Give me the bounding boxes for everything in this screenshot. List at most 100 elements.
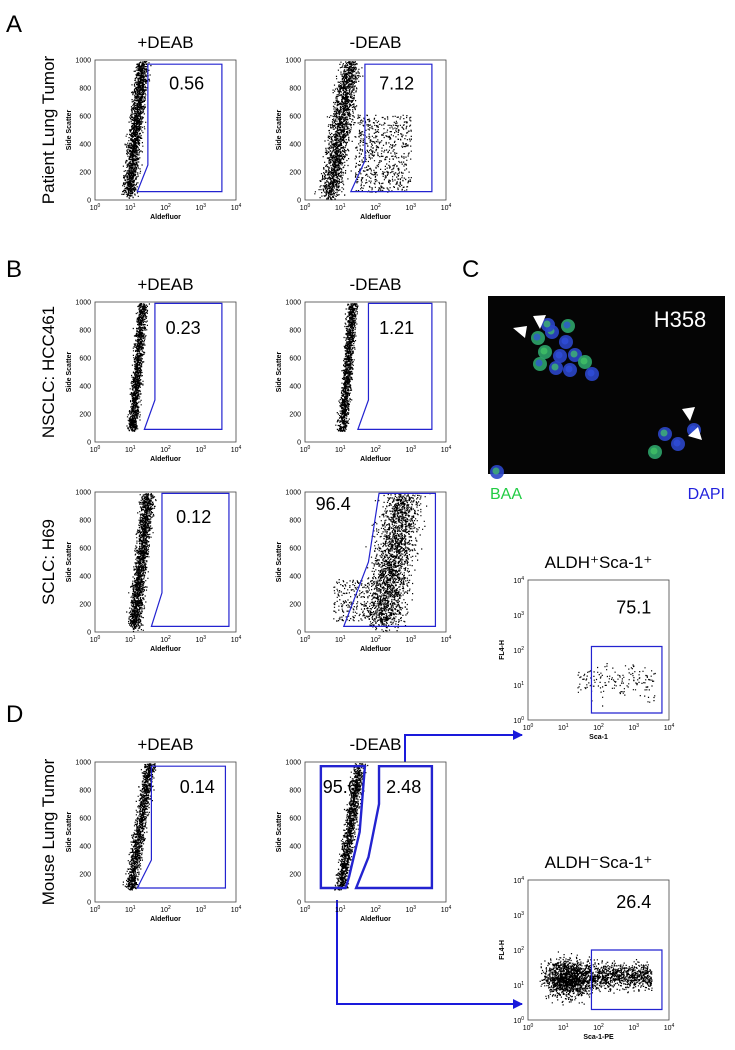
tick-exponent: 4 — [239, 635, 242, 641]
tick-base: 10 — [370, 205, 378, 212]
tick-exponent: 1 — [133, 905, 136, 911]
row-label: Patient Lung Tumor — [39, 55, 58, 204]
gate — [354, 765, 434, 890]
plot-frame — [94, 491, 237, 633]
tick-base: 10 — [664, 1025, 672, 1032]
gate-value: 26.4 — [616, 892, 651, 912]
cell-stain — [555, 351, 563, 359]
tick-exponent: 0 — [98, 905, 101, 911]
tick-label: 102 — [370, 203, 381, 212]
tick-label: 101 — [558, 1023, 569, 1032]
tick-base: 10 — [160, 907, 168, 914]
axis-label: Side Scatter — [66, 351, 73, 392]
tick-label: 101 — [125, 445, 136, 454]
tick-label: 800 — [289, 86, 301, 93]
tick-label: 103 — [405, 635, 416, 644]
event-cloud — [334, 763, 369, 891]
tick-base: 10 — [160, 205, 168, 212]
tick-label: 200 — [289, 412, 301, 419]
tick-label: 104 — [231, 905, 242, 914]
plot-frame — [527, 579, 670, 721]
tick-base: 10 — [231, 447, 239, 454]
event-cloud — [333, 493, 431, 632]
tick-base: 10 — [513, 913, 521, 920]
tick-label: 600 — [79, 816, 91, 823]
tick-exponent: 1 — [343, 635, 346, 641]
tick-label: 102 — [513, 646, 524, 655]
tick-label: 200 — [289, 170, 301, 177]
tick-label: 800 — [79, 518, 91, 525]
tick-exponent: 2 — [601, 1023, 604, 1029]
tick-base: 10 — [513, 878, 521, 885]
tick-label: 100 — [90, 203, 101, 212]
tick-exponent: 3 — [413, 635, 416, 641]
tick-label: 100 — [513, 716, 524, 725]
plot-title: ALDH⁻Sca-1⁺ — [545, 853, 653, 872]
tick-exponent: 0 — [521, 1016, 524, 1022]
tick-label: 600 — [79, 546, 91, 553]
tick-label: 102 — [160, 445, 171, 454]
cell-stain — [660, 429, 668, 437]
tick-label: 0 — [87, 440, 91, 447]
event-cloud — [314, 61, 412, 201]
tick-label: 104 — [513, 876, 524, 885]
row-label: NSCLC: HCC461 — [39, 306, 58, 438]
tick-base: 10 — [335, 447, 343, 454]
tick-exponent: 3 — [413, 203, 416, 209]
event-cloud — [335, 303, 359, 432]
tick-base: 10 — [513, 613, 521, 620]
tick-base: 10 — [558, 725, 566, 732]
tick-exponent: 3 — [203, 445, 206, 451]
tick-exponent: 1 — [566, 723, 569, 729]
tick-exponent: 2 — [378, 905, 381, 911]
plot-title: -DEAB — [350, 735, 402, 754]
plot-title: +DEAB — [137, 275, 193, 294]
tick-base: 10 — [335, 637, 343, 644]
tick-exponent: 1 — [343, 445, 346, 451]
tick-label: 100 — [513, 1016, 524, 1025]
gate — [319, 765, 367, 890]
gate — [136, 765, 227, 889]
tick-base: 10 — [628, 725, 636, 732]
tick-base: 10 — [300, 447, 308, 454]
tick-base: 10 — [160, 447, 168, 454]
tick-base: 10 — [405, 205, 413, 212]
tick-base: 10 — [231, 205, 239, 212]
tick-exponent: 2 — [378, 635, 381, 641]
axis-label: FL4-H — [499, 640, 506, 660]
tick-exponent: 1 — [343, 905, 346, 911]
tick-label: 0 — [87, 630, 91, 637]
tick-label: 1000 — [285, 58, 301, 65]
tick-label: 102 — [160, 203, 171, 212]
plot-frame — [527, 879, 670, 1021]
axis-label: Side Scatter — [276, 541, 283, 582]
tick-exponent: 1 — [521, 981, 524, 987]
tick-label: 1000 — [285, 300, 301, 307]
tick-label: 101 — [125, 635, 136, 644]
tick-label: 103 — [513, 611, 524, 620]
tick-base: 10 — [513, 648, 521, 655]
tick-base: 10 — [523, 725, 531, 732]
tick-label: 101 — [125, 905, 136, 914]
tick-base: 10 — [90, 907, 98, 914]
tick-base: 10 — [125, 205, 133, 212]
tick-label: 104 — [441, 905, 452, 914]
tick-label: 1000 — [75, 490, 91, 497]
axis-label: Aldefluor — [360, 646, 391, 653]
cell-stain — [492, 467, 500, 475]
tick-exponent: 3 — [521, 911, 524, 917]
row-label: Mouse Lung Tumor — [39, 758, 58, 905]
tick-exponent: 1 — [133, 203, 136, 209]
tick-base: 10 — [441, 205, 449, 212]
tick-exponent: 3 — [203, 635, 206, 641]
gate-value: 0.14 — [180, 777, 215, 797]
tick-exponent: 0 — [531, 723, 534, 729]
tick-label: 400 — [79, 844, 91, 851]
axis-label: Side Scatter — [276, 109, 283, 150]
tick-exponent: 2 — [521, 646, 524, 652]
tick-base: 10 — [441, 637, 449, 644]
image-label: H358 — [654, 307, 707, 332]
